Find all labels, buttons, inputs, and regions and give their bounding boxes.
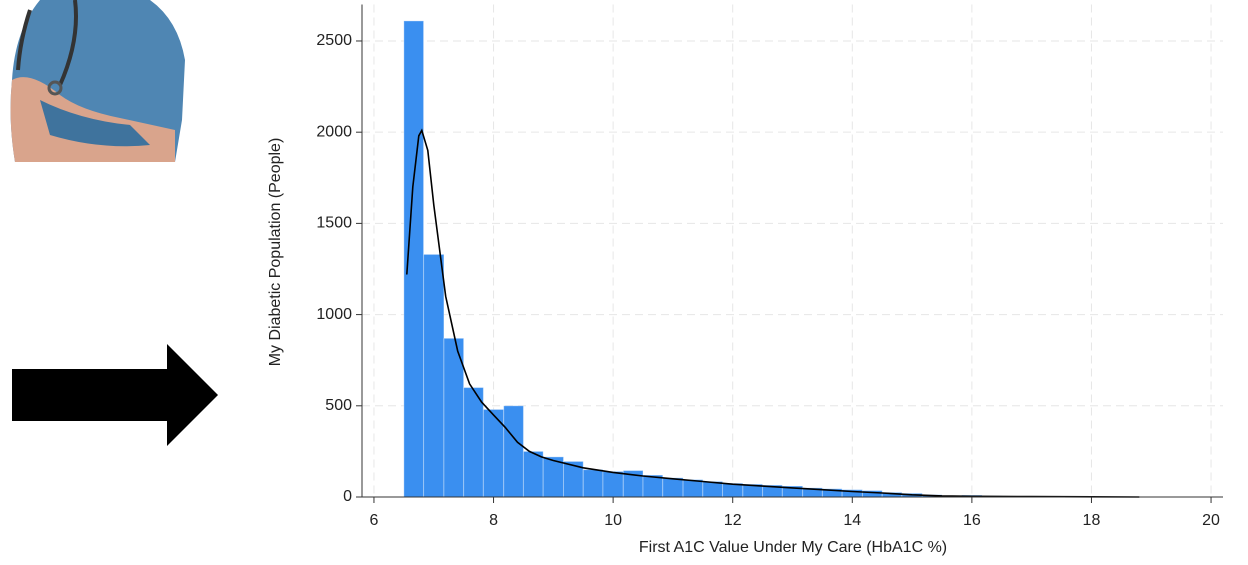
doctor-illustration (11, 0, 185, 162)
bar (444, 338, 464, 497)
y-tick-label: 1000 (316, 306, 352, 323)
bar (583, 470, 603, 497)
bar (663, 478, 683, 497)
bar (464, 388, 484, 497)
bar (404, 21, 424, 497)
bar (424, 254, 444, 497)
arrow (12, 344, 218, 446)
x-tick-label: 16 (963, 512, 981, 529)
y-tick-label: 2500 (316, 32, 352, 49)
x-axis-label: First A1C Value Under My Care (HbA1C %) (639, 539, 947, 556)
y-tick-label: 1500 (316, 215, 352, 232)
plot: 0 500 1000 1500 2000 2500 6 8 10 12 14 16 18 20 (316, 5, 1223, 530)
x-tick-label: 12 (724, 512, 742, 529)
x-tick-label: 8 (489, 512, 498, 529)
y-tick-label: 2000 (316, 123, 352, 140)
x-tick-label: 18 (1083, 512, 1101, 529)
y-axis-label: My Diabetic Population (People) (267, 138, 284, 367)
x-tick-label: 20 (1202, 512, 1220, 529)
y-tick-label: 0 (343, 488, 352, 505)
x-tick-label: 10 (604, 512, 622, 529)
bar (523, 451, 543, 497)
bar (603, 471, 623, 497)
bar (683, 480, 703, 497)
x-tick-label: 14 (843, 512, 861, 529)
bar (643, 475, 663, 497)
y-tick-label: 500 (325, 397, 352, 414)
density-curve (407, 130, 1140, 497)
bar (703, 481, 723, 497)
x-tick-label: 6 (370, 512, 379, 529)
bar (504, 406, 524, 497)
